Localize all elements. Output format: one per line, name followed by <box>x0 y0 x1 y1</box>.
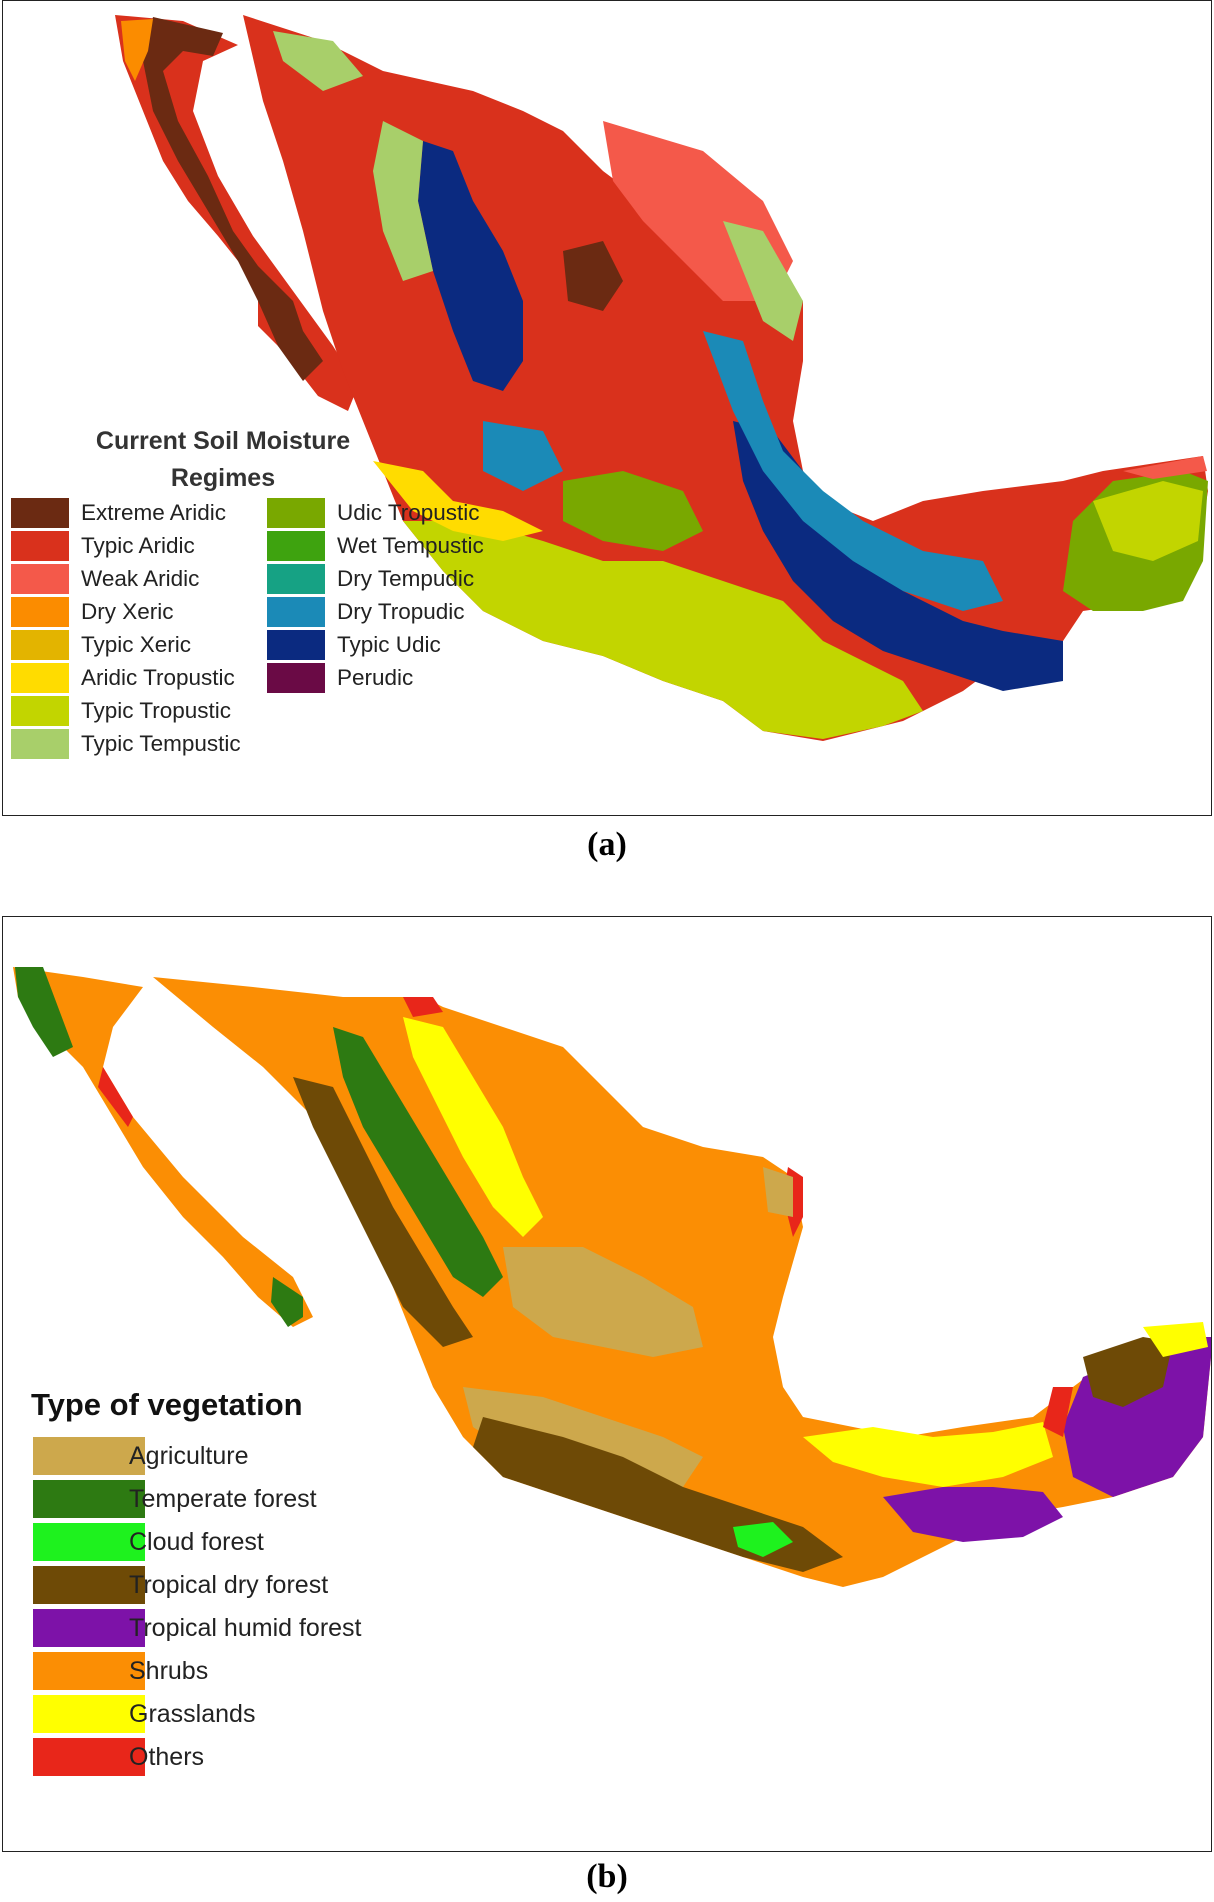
yucatan-tropical-dry-forest <box>1083 1337 1173 1407</box>
yucatan-weak-aridic-coast <box>1123 456 1207 479</box>
legend-swatch <box>267 663 325 693</box>
baja-others-coast <box>98 1067 133 1127</box>
legend-swatch <box>11 564 69 594</box>
legend-label: Extreme Aridic <box>81 500 227 525</box>
legend-swatch <box>11 597 69 627</box>
legend-swatch <box>33 1652 145 1690</box>
legend-label: Tropical humid forest <box>129 1614 362 1642</box>
legend-swatch <box>33 1480 145 1518</box>
baja-extreme-aridic <box>143 17 303 341</box>
legend-swatch <box>33 1609 145 1647</box>
baja-tip-forest <box>271 1277 303 1327</box>
soil-moisture-map <box>115 15 1208 741</box>
legend-label: Wet Tempustic <box>337 533 484 558</box>
gulf-tropudic <box>703 331 1003 611</box>
aridic-tropustic-band <box>373 461 543 541</box>
legend-label: Typic Udic <box>337 632 441 657</box>
sierra-madre-tempustic <box>373 121 433 281</box>
cloud-forest-patch <box>733 1522 793 1557</box>
baja-north-xeric <box>121 19 153 81</box>
legend-swatch <box>33 1523 145 1561</box>
legend-swatch <box>11 630 69 660</box>
gulf-grasslands <box>803 1422 1053 1487</box>
legend-swatch <box>267 531 325 561</box>
legend-swatch <box>267 498 325 528</box>
legend-label: Agriculture <box>129 1442 249 1470</box>
baja-tip-extreme <box>258 301 323 381</box>
vegetation-map <box>13 967 1211 1587</box>
legend-title: Current Soil Moisture Regimes <box>95 427 351 492</box>
northwest-others <box>403 997 443 1017</box>
legend-swatch <box>11 729 69 759</box>
legend-label: Dry Xeric <box>81 599 174 624</box>
yucatan-others-coast <box>1043 1387 1073 1437</box>
legend-label: Perudic <box>337 665 414 690</box>
baja-temperate-forest <box>15 967 73 1057</box>
legend-label: Cloud forest <box>129 1528 264 1556</box>
legend-label: Dry Tempudic <box>337 566 475 591</box>
legend-swatch <box>11 531 69 561</box>
sierra-madre-udic <box>418 141 523 391</box>
legend-swatch <box>33 1695 145 1733</box>
central-extreme-aridic <box>563 241 623 311</box>
legend-label: Typic Tropustic <box>81 698 232 723</box>
sierra-madre-temperate-forest <box>333 1027 503 1297</box>
northeast-tempustic <box>723 221 803 341</box>
legend-swatch <box>11 498 69 528</box>
baja-shrubs-region <box>13 967 313 1327</box>
legend-swatch <box>267 630 325 660</box>
panel-a-caption: (a) <box>587 826 627 863</box>
legend-label: Dry Tropudic <box>337 599 465 624</box>
northern-agriculture <box>763 1167 793 1217</box>
panel-b-caption: (b) <box>586 1858 628 1895</box>
legend-swatch <box>11 663 69 693</box>
central-grasslands <box>403 1017 543 1237</box>
legend-swatch <box>267 597 325 627</box>
legend-label: Tropical dry forest <box>129 1571 329 1599</box>
legend-label: Aridic Tropustic <box>81 665 235 690</box>
legend-swatch <box>33 1738 145 1776</box>
western-tropical-dry-forest <box>293 1077 473 1347</box>
legend-swatch <box>11 696 69 726</box>
legend-label: Others <box>129 1743 205 1771</box>
gulf-humid-forest <box>883 1487 1063 1542</box>
yucatan-grasslands <box>1143 1322 1208 1357</box>
legend-label: Shrubs <box>129 1657 209 1685</box>
legend-label: Temperate forest <box>129 1485 317 1513</box>
southern-agriculture-belt <box>463 1387 703 1487</box>
central-agriculture <box>503 1247 703 1357</box>
legend-swatch <box>33 1437 145 1475</box>
legend-swatch <box>267 564 325 594</box>
baja-tempustic-north <box>273 31 363 91</box>
legend-label: Typic Aridic <box>81 533 195 558</box>
legend-label: Weak Aridic <box>81 566 200 591</box>
legend-swatch <box>33 1566 145 1604</box>
legend-label: Typic Tempustic <box>81 731 241 756</box>
yucatan-typic-tropustic <box>1093 481 1203 561</box>
legend-label: Typic Xeric <box>81 632 192 657</box>
legend-label: Grasslands <box>129 1700 256 1728</box>
central-dry-tropudic-patch <box>483 421 563 491</box>
legend-title: Type of vegetation <box>31 1387 303 1422</box>
central-udic-tropustic <box>563 471 703 551</box>
soil-moisture-map-panel: Current Soil Moisture Regimes Extreme Ar… <box>2 0 1212 816</box>
vegetation-map-panel: Type of vegetation Agriculture Temperate… <box>2 916 1212 1852</box>
legend-label: Udic Tropustic <box>337 500 480 525</box>
southern-tropustic-belt <box>403 521 923 739</box>
